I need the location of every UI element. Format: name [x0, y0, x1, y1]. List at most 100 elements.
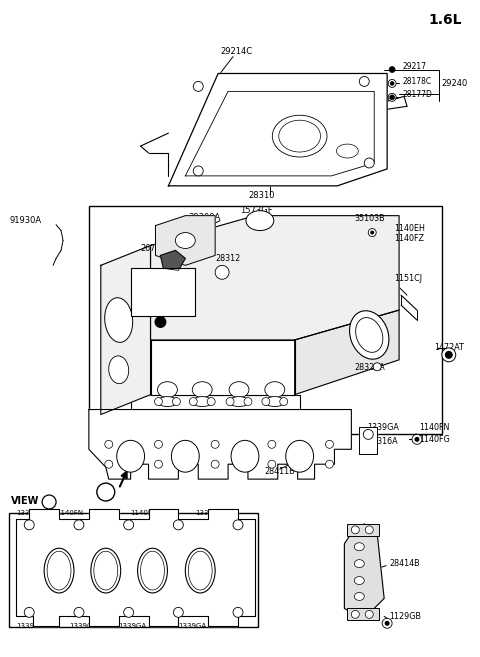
Ellipse shape: [185, 548, 215, 593]
Polygon shape: [101, 246, 151, 415]
Text: 28321A: 28321A: [354, 363, 385, 373]
Circle shape: [244, 397, 252, 405]
Text: 39300A: 39300A: [188, 213, 220, 222]
Ellipse shape: [246, 211, 274, 231]
Circle shape: [215, 265, 229, 279]
Circle shape: [74, 607, 84, 618]
Bar: [9, 513, 258, 627]
Ellipse shape: [94, 551, 118, 590]
Text: 28414B: 28414B: [389, 559, 420, 568]
Circle shape: [360, 76, 369, 87]
Ellipse shape: [354, 560, 364, 568]
Text: A: A: [46, 497, 52, 507]
Circle shape: [412, 434, 422, 444]
Polygon shape: [160, 250, 185, 270]
Circle shape: [124, 520, 133, 530]
Circle shape: [74, 520, 84, 530]
Polygon shape: [89, 409, 351, 479]
Text: VIEW: VIEW: [12, 496, 40, 506]
Circle shape: [124, 607, 133, 618]
Text: 26721: 26721: [141, 244, 166, 253]
Circle shape: [233, 607, 243, 618]
Circle shape: [173, 520, 183, 530]
Circle shape: [351, 526, 360, 533]
Text: 28310: 28310: [248, 191, 275, 200]
Circle shape: [365, 526, 373, 533]
Polygon shape: [151, 340, 295, 395]
Text: 1339GA: 1339GA: [367, 423, 399, 432]
Ellipse shape: [354, 543, 364, 551]
Ellipse shape: [356, 317, 383, 352]
Circle shape: [172, 397, 180, 405]
Circle shape: [193, 81, 203, 91]
Polygon shape: [151, 215, 399, 340]
Text: 1140FN: 1140FN: [419, 423, 449, 432]
Circle shape: [105, 440, 113, 448]
Ellipse shape: [171, 440, 199, 472]
Ellipse shape: [192, 382, 212, 397]
Circle shape: [388, 93, 396, 101]
Circle shape: [105, 461, 113, 468]
Text: 35103B: 35103B: [354, 214, 385, 223]
Text: 1472AV: 1472AV: [133, 268, 163, 277]
Text: 1339GA: 1339GA: [119, 623, 147, 629]
Ellipse shape: [47, 551, 71, 590]
Circle shape: [42, 495, 56, 509]
Ellipse shape: [91, 548, 120, 593]
Text: 28316A: 28316A: [367, 437, 398, 446]
Text: 1339GA: 1339GA: [69, 623, 97, 629]
Text: 28178C: 28178C: [402, 77, 431, 86]
Circle shape: [368, 229, 376, 237]
Bar: [131, 268, 195, 316]
Ellipse shape: [141, 551, 165, 590]
Circle shape: [155, 316, 167, 328]
Ellipse shape: [157, 382, 178, 397]
Circle shape: [382, 618, 392, 628]
Ellipse shape: [354, 577, 364, 585]
Text: A: A: [103, 487, 108, 497]
Circle shape: [207, 397, 215, 405]
Text: 1151CJ: 1151CJ: [394, 274, 422, 283]
Circle shape: [388, 79, 396, 87]
Ellipse shape: [117, 440, 144, 472]
Circle shape: [415, 437, 420, 442]
Ellipse shape: [105, 298, 132, 342]
Circle shape: [262, 397, 270, 405]
Circle shape: [325, 461, 334, 468]
Text: 1.6L: 1.6L: [429, 12, 462, 27]
Text: 1140FN: 1140FN: [56, 510, 83, 516]
Text: 1140EH: 1140EH: [394, 224, 425, 233]
Ellipse shape: [272, 115, 327, 157]
Circle shape: [155, 397, 162, 405]
Text: 1140FG: 1140FG: [419, 435, 450, 444]
Polygon shape: [185, 91, 374, 176]
Ellipse shape: [229, 382, 249, 397]
Bar: [348, 524, 379, 536]
Ellipse shape: [157, 397, 178, 407]
Circle shape: [365, 610, 373, 618]
Circle shape: [390, 81, 394, 85]
Text: 39313: 39313: [168, 233, 193, 242]
Text: 1339GA: 1339GA: [195, 510, 223, 516]
Ellipse shape: [109, 356, 129, 384]
Circle shape: [24, 520, 34, 530]
Text: 1140FZ: 1140FZ: [394, 234, 424, 243]
Circle shape: [373, 363, 381, 371]
Circle shape: [370, 231, 374, 235]
Text: 91930A: 91930A: [9, 216, 41, 225]
Circle shape: [193, 166, 203, 176]
Ellipse shape: [175, 233, 195, 248]
Polygon shape: [344, 524, 384, 616]
Circle shape: [97, 483, 115, 501]
Text: 1339GA: 1339GA: [16, 510, 45, 516]
Ellipse shape: [354, 593, 364, 600]
Polygon shape: [16, 509, 255, 626]
Circle shape: [155, 461, 162, 468]
Circle shape: [189, 397, 197, 405]
Text: 1472AT: 1472AT: [434, 344, 464, 352]
Circle shape: [24, 607, 34, 618]
Ellipse shape: [192, 397, 212, 407]
Circle shape: [226, 397, 234, 405]
Ellipse shape: [265, 382, 285, 397]
Circle shape: [445, 351, 453, 359]
